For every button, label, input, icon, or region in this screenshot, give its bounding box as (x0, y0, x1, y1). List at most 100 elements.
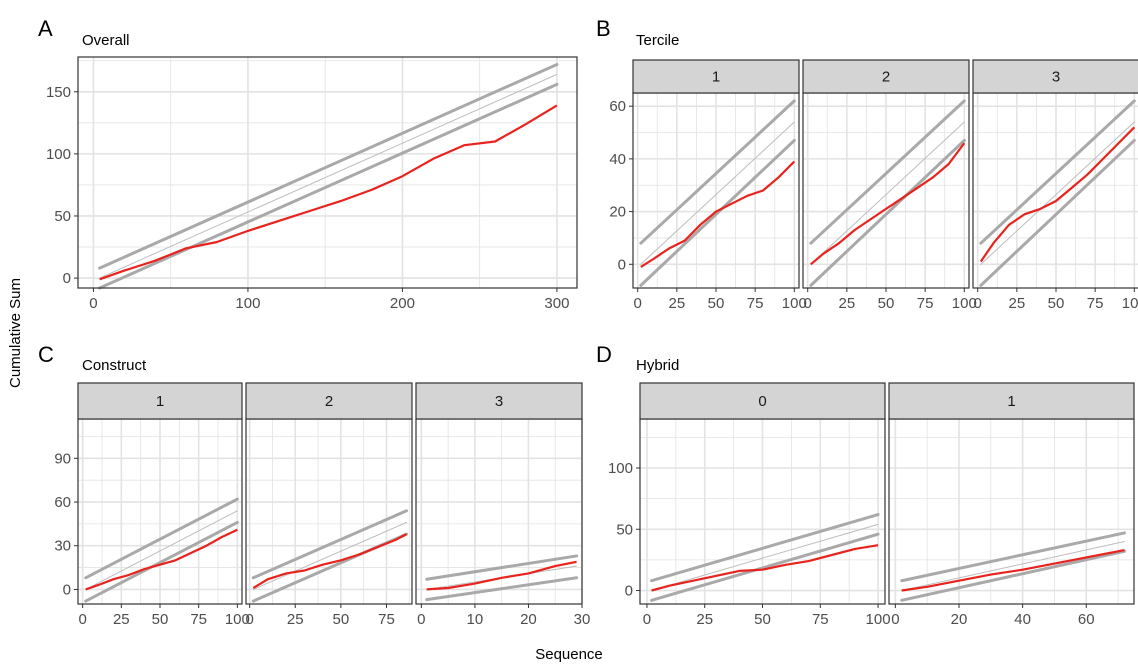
lower-limit-line (650, 532, 880, 602)
center-line (640, 121, 795, 265)
panel-title: Hybrid (636, 357, 679, 374)
upper-limit-line (98, 62, 559, 270)
facet-strip (802, 59, 970, 94)
facet-strip-label: 3 (1052, 69, 1060, 86)
facet-B-1: 1 0 25 50 75 100 0 20 40 60 (609, 59, 807, 312)
x-tick-label: 75 (747, 295, 764, 312)
upper-limit-line (425, 554, 579, 581)
facet-B-2: 2 0 25 50 75 100 (802, 59, 977, 312)
lower-limit-line (979, 138, 1136, 287)
y-tick-label: 100 (608, 460, 633, 477)
cusum-series-line (426, 560, 577, 591)
x-tick-label: 0 (974, 295, 982, 312)
x-tick-label: 0 (78, 611, 86, 628)
x-tick-label: 20 (951, 611, 968, 628)
cusum-series-line (901, 549, 1125, 592)
panel-border (77, 56, 578, 289)
upper-limit-line (979, 99, 1136, 245)
x-tick-label: 60 (1078, 611, 1095, 628)
x-tick-label: 50 (708, 295, 725, 312)
facet-strip-label: 0 (758, 393, 766, 410)
y-tick-label: 150 (46, 84, 71, 101)
x-tick-label: 100 (1122, 295, 1138, 312)
center-line (85, 510, 238, 590)
y-axis-title: Cumulative Sum (7, 278, 24, 388)
facet-C-2: 2 0 25 50 75 (245, 382, 413, 628)
x-tick-label: 25 (669, 295, 686, 312)
x-tick-label: 0 (891, 611, 899, 628)
facet-D-1: 1 0 20 40 60 (888, 382, 1135, 628)
facet-B-3: 3 0 25 50 75 100 (972, 59, 1138, 312)
lower-limit-line (639, 138, 796, 287)
upper-limit-line (809, 99, 966, 245)
x-tick-label: 75 (917, 295, 934, 312)
facet-strip (245, 382, 413, 420)
panel-letter: D (596, 342, 612, 367)
x-tick-label: 100 (235, 295, 260, 312)
x-tick-label: 75 (1087, 295, 1104, 312)
x-tick-label: 300 (544, 295, 569, 312)
x-tick-label: 25 (1009, 295, 1026, 312)
cusum-series-line (640, 160, 796, 268)
lower-limit-line (425, 576, 579, 602)
y-tick-label: 100 (46, 146, 71, 163)
facet-strip (639, 382, 886, 420)
cusum-series-line (979, 126, 1136, 263)
panel-title: Tercile (636, 32, 679, 49)
x-tick-label: 50 (878, 295, 895, 312)
facet-strip-label: 2 (325, 393, 333, 410)
x-tick-label: 100 (866, 611, 891, 628)
y-tick-label: 50 (54, 208, 71, 225)
y-tick-label: 0 (625, 583, 633, 600)
lower-limit-line (809, 138, 966, 287)
x-tick-label: 25 (287, 611, 304, 628)
y-tick-label: 40 (609, 151, 626, 168)
x-tick-label: 100 (952, 295, 977, 312)
y-tick-label: 0 (63, 270, 71, 287)
x-tick-label: 0 (804, 295, 812, 312)
x-tick-label: 25 (696, 611, 713, 628)
panel-letter: C (38, 342, 54, 367)
x-tick-label: 75 (812, 611, 829, 628)
upper-limit-line (900, 531, 1126, 583)
facet-strip (632, 59, 800, 94)
facet-strip (972, 59, 1138, 94)
facet-strip (77, 382, 243, 420)
x-tick-label: 30 (574, 611, 591, 628)
y-tick-label: 20 (609, 204, 626, 221)
center-line (651, 523, 879, 592)
cusum-series-line (99, 104, 558, 281)
facet-strip-label: 1 (156, 393, 164, 410)
center-line (252, 521, 408, 590)
cusum-series-line (810, 142, 966, 266)
facet-C-3: 30 10 20 30 (415, 382, 591, 628)
x-tick-label: 50 (754, 611, 771, 628)
plot-area (78, 57, 577, 288)
y-tick-label: 60 (609, 98, 626, 115)
y-tick-label: 90 (54, 450, 71, 467)
facet-strip-label: 1 (1007, 393, 1015, 410)
upper-limit-line (84, 497, 239, 580)
facet-strip (415, 382, 583, 420)
x-tick-label: 100 (782, 295, 807, 312)
x-tick-label: 10 (467, 611, 484, 628)
center-line (99, 73, 558, 279)
x-tick-label: 50 (152, 611, 169, 628)
x-tick-label: 0 (643, 611, 651, 628)
x-tick-label: 0 (417, 611, 425, 628)
panel-title: Overall (82, 32, 130, 49)
lower-limit-line (98, 82, 559, 290)
center-line (810, 121, 965, 265)
upper-limit-line (639, 99, 796, 245)
center-line (901, 541, 1125, 592)
cusum-series-line (252, 533, 408, 589)
x-tick-label: 100 (225, 611, 250, 628)
facet-strip-label: 2 (882, 69, 890, 86)
panel-letter: B (596, 16, 611, 41)
x-tick-label: 25 (839, 295, 856, 312)
upper-limit-line (251, 509, 409, 580)
